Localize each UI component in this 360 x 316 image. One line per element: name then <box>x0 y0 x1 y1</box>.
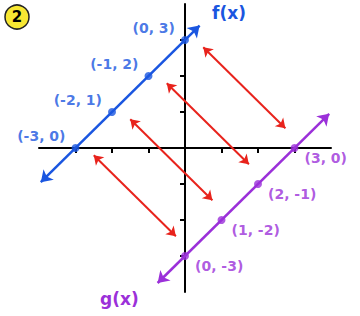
svg-text:(-3, 0): (-3, 0) <box>17 128 65 144</box>
svg-text:(1, -2): (1, -2) <box>232 222 280 238</box>
svg-text:(0, -3): (0, -3) <box>195 258 243 274</box>
svg-text:(-1, 2): (-1, 2) <box>90 56 138 72</box>
svg-text:(3, 0): (3, 0) <box>305 150 347 166</box>
svg-text:(2, -1): (2, -1) <box>268 186 316 202</box>
svg-text:(-2, 1): (-2, 1) <box>54 92 102 108</box>
svg-text:2: 2 <box>12 8 22 26</box>
svg-text:g(x): g(x) <box>100 289 139 309</box>
svg-text:(0, 3): (0, 3) <box>133 20 175 36</box>
svg-text:f(x): f(x) <box>212 3 246 23</box>
